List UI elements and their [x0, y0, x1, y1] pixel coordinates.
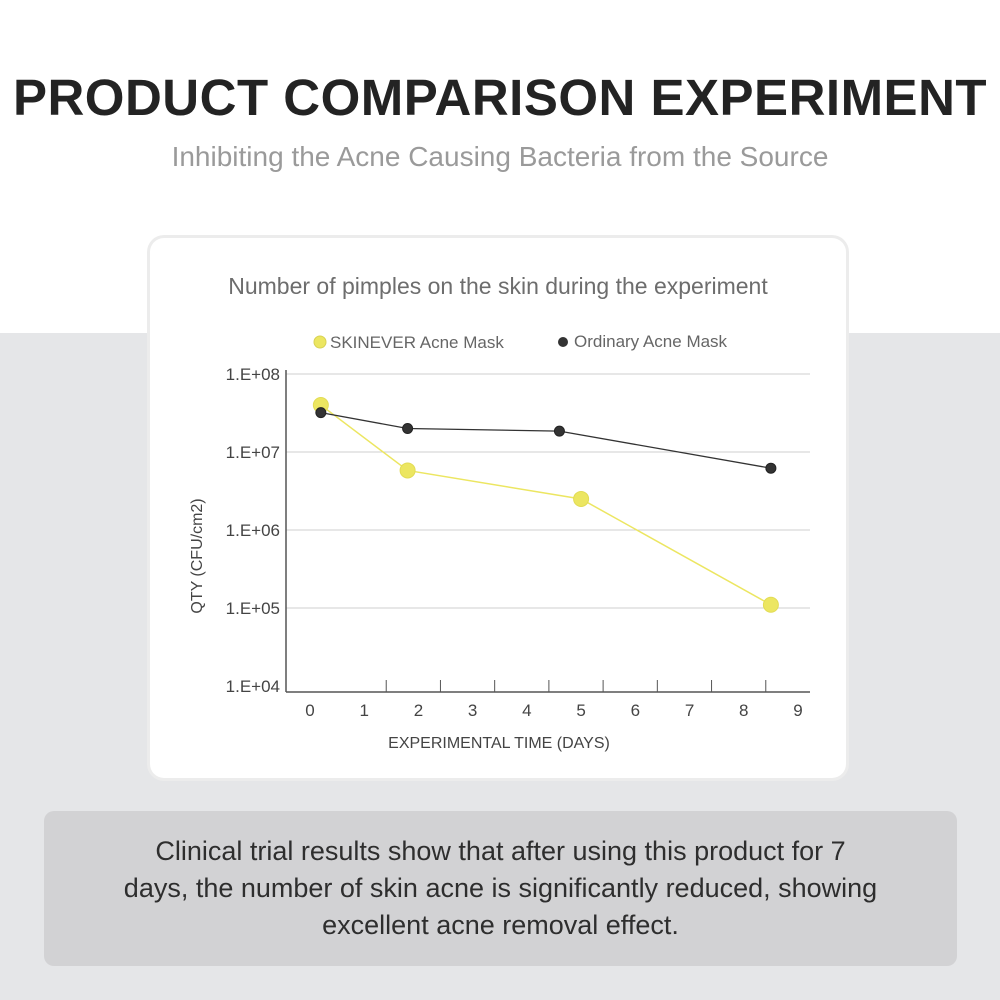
- note-text: Clinical trial results show that after u…: [123, 836, 878, 940]
- x-tick-label: 5: [576, 701, 585, 720]
- axes: 1.E+08 1.E+07 1.E+06 1.E+05 1.E+04 0 1 2 3 4 5 6 7 8 9: [226, 365, 810, 720]
- grid-lines: [286, 373, 810, 609]
- data-point-skinever: [399, 462, 416, 479]
- legend-swatch-ordinary: [558, 337, 568, 347]
- chart-title: Number of pimples on the skin during the…: [228, 273, 768, 299]
- y-tick-label: 1.E+07: [226, 443, 280, 462]
- page-title: PRODUCT COMPARISON EXPERIMENT: [12, 69, 988, 126]
- x-axis-title: EXPERIMENTAL TIME (DAYS): [388, 735, 610, 752]
- data-point-skinever: [762, 596, 779, 613]
- data-point-ordinary: [765, 462, 777, 474]
- x-tick-label: 8: [739, 701, 748, 720]
- data-point-ordinary: [315, 407, 327, 419]
- x-tick-label: 6: [631, 701, 640, 720]
- page-subtitle: Inhibiting the Acne Causing Bacteria fro…: [171, 141, 829, 172]
- data-point-ordinary: [553, 425, 565, 437]
- series-layer: [312, 397, 779, 613]
- chart-card: Number of pimples on the skin during the…: [150, 238, 846, 778]
- series-line-skinever: [320, 404, 772, 606]
- y-axis-title: QTY (CFU/cm2): [189, 498, 206, 613]
- legend-swatch-skinever: [313, 335, 327, 349]
- legend-label-skinever: SKINEVER Acne Mask: [330, 333, 504, 352]
- x-tick-label: 4: [522, 701, 531, 720]
- x-tick-label: 3: [468, 701, 477, 720]
- chart-legend: SKINEVER Acne Mask Ordinary Acne Mask: [313, 332, 728, 352]
- x-tick-label: 1: [359, 701, 368, 720]
- data-point-ordinary: [402, 423, 414, 435]
- y-tick-label: 1.E+05: [226, 599, 280, 618]
- data-point-skinever: [573, 490, 590, 507]
- chart: Number of pimples on the skin during the…: [189, 273, 810, 752]
- y-tick-label: 1.E+06: [226, 521, 280, 540]
- note-box: Clinical trial results show that after u…: [44, 811, 957, 966]
- x-tick-label: 9: [793, 701, 802, 720]
- y-tick-label: 1.E+08: [226, 365, 280, 384]
- x-tick-label: 7: [685, 701, 694, 720]
- series-line-ordinary: [320, 411, 772, 469]
- legend-label-ordinary: Ordinary Acne Mask: [574, 332, 728, 351]
- y-tick-label: 1.E+04: [226, 677, 280, 696]
- x-tick-label: 2: [414, 701, 423, 720]
- x-tick-label: 0: [305, 701, 314, 720]
